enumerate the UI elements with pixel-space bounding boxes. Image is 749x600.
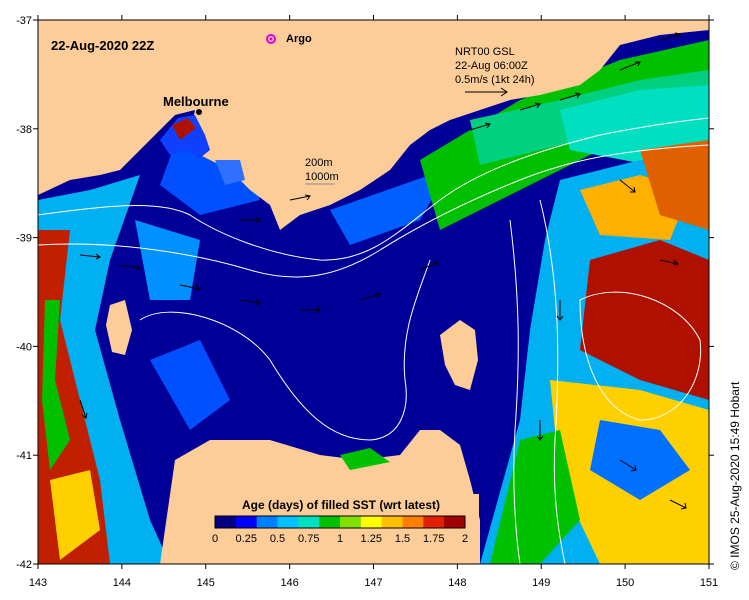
y-tick-label: -42 (16, 559, 32, 571)
x-tick-label: 147 (364, 577, 382, 589)
x-tick-label: 144 (113, 577, 131, 589)
colorbar-frame (214, 515, 466, 529)
colorbar-swatch (423, 516, 445, 528)
tasmania-coast-green-patch (340, 448, 390, 470)
colorbar-swatch (381, 516, 403, 528)
contour-200m (38, 144, 709, 278)
port-phillip-north-patch (172, 118, 196, 140)
x-tick-label: 150 (616, 577, 634, 589)
colorbar-title: Age (days) of filled SST (wrt latest) (242, 498, 440, 512)
king-island (106, 300, 132, 355)
central-north-zone (330, 150, 460, 245)
timestamp-label: 22-Aug-2020 22Z (51, 38, 154, 53)
melbourne-marker (196, 109, 202, 115)
x-axis-ticks (37, 15, 710, 569)
x-tick-label: 148 (448, 577, 466, 589)
colorbar-swatch (444, 516, 466, 528)
colorbar-tick-label: 1.75 (423, 533, 444, 545)
colorbar-swatch (360, 516, 383, 528)
south-green-zone (490, 430, 580, 564)
x-tick-label: 151 (700, 577, 718, 589)
city-label: Melbourne (163, 94, 229, 109)
argo-label: Argo (286, 33, 312, 45)
contour-legend-1000m: 1000m (305, 171, 339, 183)
east-old-zone (580, 240, 709, 400)
contour-east-slope (539, 199, 566, 564)
colorbar-tick-label: 0.25 (236, 533, 257, 545)
colorbar-swatch (256, 516, 278, 528)
contour-east-shelf (509, 219, 521, 564)
colorbar-tick-label: 1.25 (361, 533, 382, 545)
current-scale-label: 0.5m/s (1kt 24h) (455, 74, 534, 86)
y-tick-label: -37 (16, 15, 32, 27)
y-tick-label: -41 (16, 450, 32, 462)
y-tick-label: -39 (16, 233, 32, 245)
y-axis-labels: -37 -38 -39 -40 -41 -42 (16, 15, 32, 571)
contour-legend-200m: 200m (305, 157, 333, 169)
shelf-cyan-zone (560, 85, 709, 165)
y-tick-label: -38 (16, 124, 32, 136)
colorbar-swatch (402, 516, 424, 528)
contour-1000m (38, 117, 709, 261)
colorbar-swatch (277, 516, 299, 528)
colorbar-tick-label: 0.75 (298, 533, 319, 545)
colorbar-swatch (340, 516, 362, 528)
x-tick-label: 145 (197, 577, 215, 589)
argo-icon (266, 34, 276, 44)
credit-label: © IMOS 25-Aug-2020 15:49 Hobart (728, 381, 742, 570)
current-arrows (79, 32, 687, 510)
map-area (38, 20, 709, 564)
colorbar-tick-label: 1.5 (395, 533, 410, 545)
western-bass-patch (135, 220, 200, 300)
colorbar-tick-label: 1 (337, 533, 343, 545)
western-port (215, 160, 245, 185)
east-old-patch-north (640, 140, 709, 230)
colorbar-tick-label: 0.5 (270, 533, 285, 545)
colorbar-tick-label: 2 (462, 533, 468, 545)
colorbar-swatch (319, 516, 341, 528)
y-axis-ticks (33, 19, 714, 565)
victoria-land (38, 20, 709, 230)
current-scale-arrow (465, 87, 508, 97)
west-yellow-patch (50, 470, 100, 560)
current-time-label: 22-Aug 06:00Z (455, 60, 528, 72)
contour-bass-basin (139, 259, 431, 441)
current-source-label: NRT00 GSL (455, 46, 515, 58)
y-tick-label: -40 (16, 341, 32, 353)
x-tick-label: 143 (29, 577, 47, 589)
colorbar-tick-label: 0 (212, 533, 218, 545)
bass-strait-blue-patch (150, 340, 230, 430)
x-axis-labels: 143 144 145 146 147 148 149 150 151 (29, 577, 718, 589)
colorbar (215, 516, 466, 528)
x-tick-label: 149 (532, 577, 550, 589)
west-green-patch (42, 300, 70, 470)
south-east-blue-patch (590, 420, 690, 500)
colorbar-swatch (235, 516, 258, 528)
colorbar-swatch (298, 516, 320, 528)
contour-eddy (579, 291, 702, 421)
x-tick-label: 146 (280, 577, 298, 589)
flinders-island (440, 320, 478, 390)
colorbar-swatch (215, 516, 237, 528)
colorbar-tick-labels: 0 0.25 0.5 0.75 1 1.25 1.5 1.75 2 (212, 533, 468, 545)
